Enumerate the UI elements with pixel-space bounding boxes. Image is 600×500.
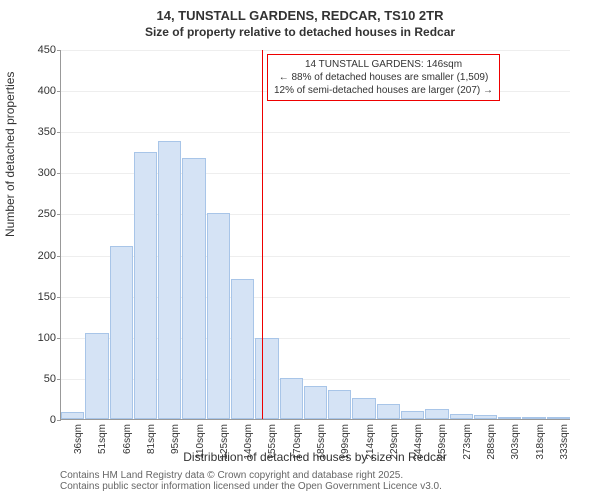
y-tick-label: 150 <box>31 291 61 303</box>
y-tick-label: 200 <box>31 250 61 262</box>
y-axis-label: Number of detached properties <box>3 72 17 237</box>
footer-line-1: Contains HM Land Registry data © Crown c… <box>60 470 442 481</box>
histogram-bar <box>110 246 133 419</box>
footer-text: Contains HM Land Registry data © Crown c… <box>60 470 442 492</box>
histogram-bar <box>498 417 521 419</box>
histogram-bar <box>304 386 327 419</box>
y-tick-label: 100 <box>31 332 61 344</box>
histogram-bar <box>377 404 400 419</box>
gridline <box>61 50 570 51</box>
annotation-line-1: 14 TUNSTALL GARDENS: 146sqm <box>274 58 493 71</box>
chart-container: 14, TUNSTALL GARDENS, REDCAR, TS10 2TR S… <box>0 0 600 500</box>
y-tick-label: 250 <box>31 208 61 220</box>
histogram-bar <box>352 398 375 419</box>
gridline <box>61 132 570 133</box>
histogram-bar <box>547 417 570 419</box>
annotation-line-2: ← 88% of detached houses are smaller (1,… <box>274 71 493 84</box>
histogram-bar <box>280 378 303 419</box>
y-tick-label: 450 <box>31 44 61 56</box>
x-axis-label: Distribution of detached houses by size … <box>60 450 570 464</box>
marker-annotation: 14 TUNSTALL GARDENS: 146sqm ← 88% of det… <box>267 54 500 101</box>
y-tick-label: 400 <box>31 85 61 97</box>
annotation-line-3: 12% of semi-detached houses are larger (… <box>274 84 493 97</box>
histogram-bar <box>255 338 278 419</box>
histogram-bar <box>328 390 351 419</box>
histogram-bar <box>134 152 157 419</box>
histogram-bar <box>474 415 497 419</box>
footer-line-2: Contains public sector information licen… <box>60 481 442 492</box>
histogram-bar <box>401 411 424 419</box>
histogram-bar <box>425 409 448 419</box>
y-tick-label: 350 <box>31 126 61 138</box>
plot-area: 05010015020025030035040045036sqm51sqm66s… <box>60 50 570 420</box>
title-area: 14, TUNSTALL GARDENS, REDCAR, TS10 2TR S… <box>0 0 600 39</box>
histogram-bar <box>182 158 205 419</box>
histogram-bar <box>450 414 473 419</box>
y-tick-label: 50 <box>31 373 61 385</box>
histogram-bar <box>158 141 181 419</box>
histogram-bar <box>207 213 230 419</box>
histogram-bar <box>61 412 84 419</box>
y-tick-label: 300 <box>31 167 61 179</box>
chart-title-main: 14, TUNSTALL GARDENS, REDCAR, TS10 2TR <box>0 8 600 23</box>
histogram-bar <box>231 279 254 419</box>
histogram-bar <box>85 333 108 419</box>
y-tick-label: 0 <box>31 414 61 426</box>
marker-line <box>262 50 263 419</box>
chart-title-sub: Size of property relative to detached ho… <box>0 25 600 39</box>
histogram-bar <box>522 417 545 419</box>
